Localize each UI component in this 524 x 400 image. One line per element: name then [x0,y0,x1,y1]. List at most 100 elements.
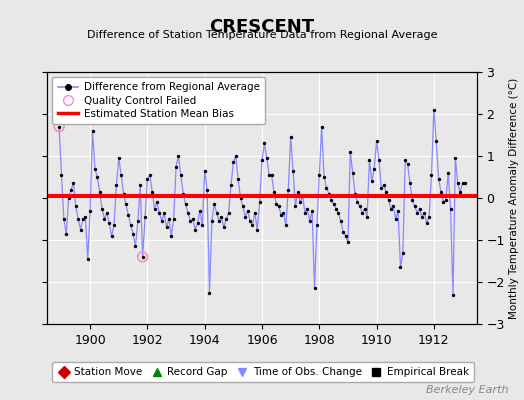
Point [416,205,424,212]
Point [167,233,176,239]
Point [169,216,178,222]
Point [134,218,142,224]
Point [217,214,226,220]
Point [458,180,467,186]
Point [244,207,252,214]
Point [129,230,137,237]
Point [153,199,161,206]
Point [406,180,414,186]
Point [396,264,405,270]
Point [208,218,216,224]
Point [136,182,145,189]
Point [57,172,66,178]
Point [320,174,328,180]
Point [358,210,366,216]
Point [155,210,163,216]
Point [246,218,254,224]
Point [301,210,309,216]
Point [177,172,185,178]
Point [227,182,235,189]
Point [303,205,312,212]
Point [165,216,173,222]
Point [138,254,147,260]
Point [422,220,431,226]
Point [110,222,118,228]
Point [291,203,300,210]
Point [270,188,278,195]
Point [427,172,435,178]
Point [146,172,154,178]
Point [425,214,433,220]
Point [267,172,276,178]
Point [220,224,228,230]
Text: CRESCENT: CRESCENT [210,18,314,36]
Point [115,155,123,161]
Point [162,224,171,230]
Point [454,180,462,186]
Point [439,199,447,206]
Point [60,216,68,222]
Point [296,199,304,206]
Point [332,205,340,212]
Point [361,205,369,212]
Point [411,203,419,210]
Point [339,228,347,235]
Point [375,157,383,163]
Point [444,170,452,176]
Legend: Station Move, Record Gap, Time of Obs. Change, Empirical Break: Station Move, Record Gap, Time of Obs. C… [52,362,474,382]
Point [196,207,204,214]
Point [172,163,180,170]
Text: Difference of Station Temperature Data from Regional Average: Difference of Station Temperature Data f… [87,30,437,40]
Point [103,210,111,216]
Point [150,205,159,212]
Point [363,214,371,220]
Point [193,220,202,226]
Point [370,166,378,172]
Point [377,184,386,191]
Point [456,188,464,195]
Point [373,138,381,144]
Point [222,216,231,222]
Point [160,210,168,216]
Point [148,188,156,195]
Point [368,178,376,184]
Point [434,176,443,182]
Point [399,250,407,256]
Point [413,210,421,216]
Point [234,176,242,182]
Point [418,214,426,220]
Point [67,186,75,193]
Point [215,218,223,224]
Point [318,123,326,130]
Point [253,226,261,233]
Point [224,210,233,216]
Point [112,182,121,189]
Point [265,172,274,178]
Point [336,218,345,224]
Point [203,186,211,193]
Point [232,153,240,159]
Point [212,210,221,216]
Point [310,285,319,292]
Point [287,134,295,140]
Point [461,180,469,186]
Point [86,207,94,214]
Point [158,218,166,224]
Point [117,172,125,178]
Point [141,214,149,220]
Y-axis label: Monthly Temperature Anomaly Difference (°C): Monthly Temperature Anomaly Difference (… [509,77,519,319]
Point [119,191,128,197]
Point [83,256,92,262]
Point [408,197,417,203]
Point [365,157,374,163]
Text: Berkeley Earth: Berkeley Earth [426,385,508,395]
Point [89,128,97,134]
Point [126,222,135,228]
Point [389,203,398,210]
Point [379,182,388,189]
Point [437,188,445,195]
Point [263,155,271,161]
Point [298,193,307,199]
Point [186,218,194,224]
Point [272,201,280,208]
